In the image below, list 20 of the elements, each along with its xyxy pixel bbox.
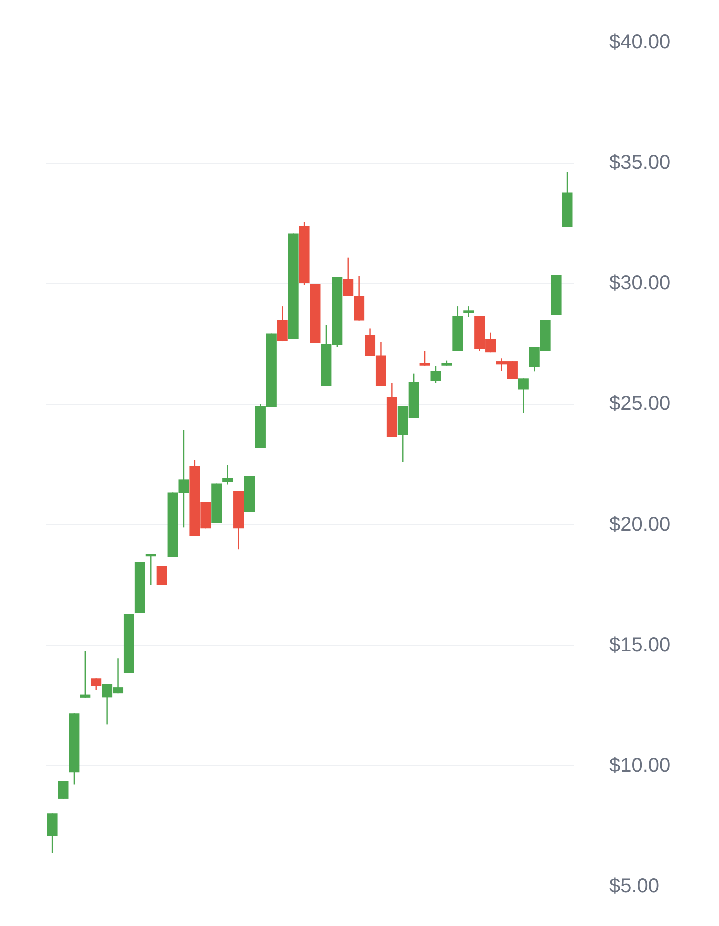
y-tick-label: $10.00: [610, 754, 671, 777]
candlestick: [47, 813, 58, 854]
y-tick-label: $40.00: [610, 32, 671, 54]
y-tick-label: $20.00: [610, 514, 671, 536]
candlestick: [58, 780, 69, 800]
candlestick: [156, 565, 168, 586]
candlestick: [277, 306, 288, 342]
candlestick: [518, 378, 529, 414]
candlestick: [146, 554, 156, 586]
candlestick: [80, 650, 91, 699]
candlestick: [420, 350, 430, 366]
y-tick-label: $5.00: [610, 876, 660, 898]
y-tick-label: $15.00: [610, 634, 671, 656]
y-tick-label: $35.00: [610, 152, 671, 174]
y-tick-label: $25.00: [610, 393, 671, 416]
candlestick: [464, 306, 474, 318]
candlestick: [430, 366, 442, 384]
candlestick: [91, 678, 102, 692]
y-tick-label: $30.00: [610, 272, 671, 295]
candlestick: [222, 464, 234, 486]
